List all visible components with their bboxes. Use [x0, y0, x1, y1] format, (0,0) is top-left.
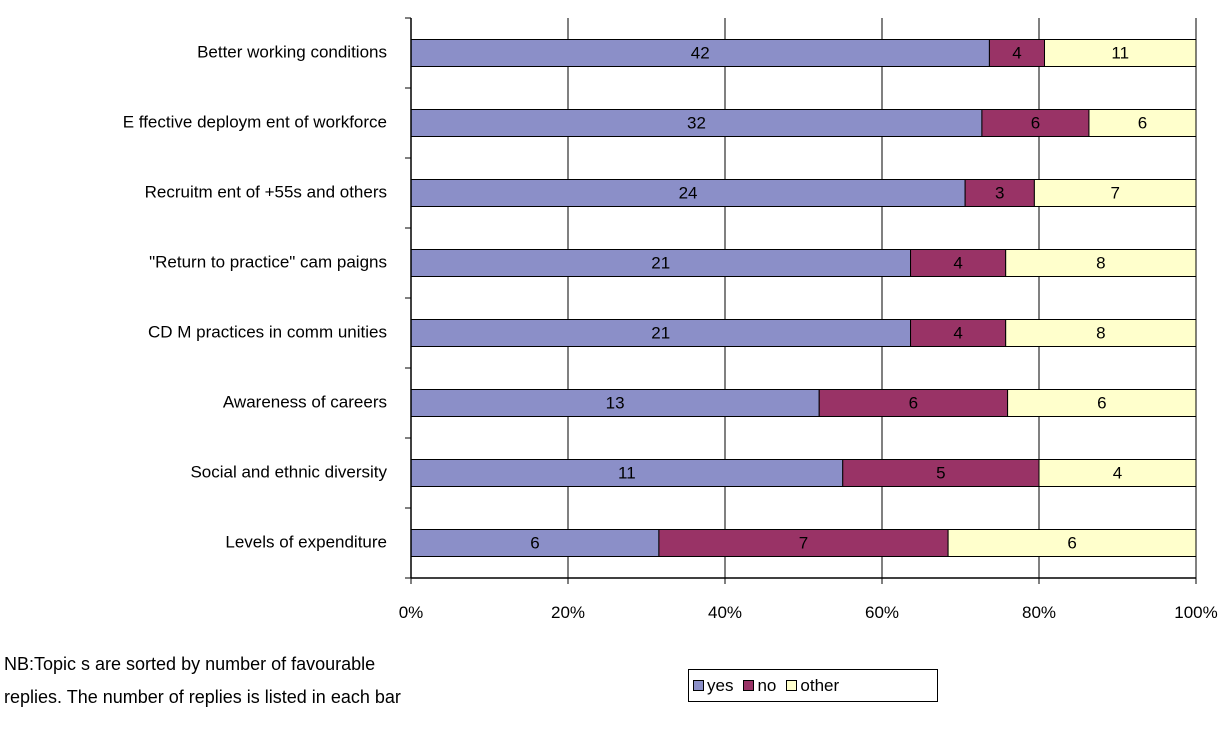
category-label: Awareness of careers — [223, 392, 387, 411]
bar-value-label: 8 — [1096, 253, 1105, 272]
bar-segment-yes — [410, 179, 966, 207]
legend-item-other: other — [786, 676, 839, 696]
bar-segment-no — [910, 249, 1007, 277]
bar-value-label: 42 — [691, 43, 710, 62]
bar-segment-no — [658, 529, 949, 557]
legend-swatch-other — [786, 680, 798, 691]
bar-segment-yes — [410, 389, 820, 417]
legend-item-no: no — [743, 676, 776, 696]
bar-segment-no — [981, 109, 1090, 137]
bar-value-label: 4 — [953, 253, 962, 272]
category-label: Social and ethnic diversity — [190, 462, 387, 481]
bar-segment-yes — [410, 529, 660, 557]
legend-swatch-yes — [693, 680, 704, 691]
bar-value-label: 7 — [799, 533, 808, 552]
bar-value-label: 11 — [618, 463, 636, 482]
bar-value-label: 4 — [1113, 463, 1122, 482]
bar-value-label: 13 — [606, 393, 625, 412]
bar-segment-other — [1044, 39, 1197, 67]
bar-value-label: 6 — [1031, 113, 1040, 132]
category-label: Levels of expenditure — [225, 532, 387, 551]
bar-value-label: 6 — [530, 533, 539, 552]
bar-value-label: 11 — [1111, 43, 1129, 62]
bar-value-label: 21 — [651, 323, 670, 342]
bar-value-label: 6 — [909, 393, 918, 412]
bar-segment-no — [818, 389, 1009, 417]
bar-segment-no — [988, 39, 1046, 67]
bar-value-label: 6 — [1097, 393, 1106, 412]
category-label: "Return to practice" cam paigns — [149, 252, 387, 271]
bar-segment-yes — [410, 319, 912, 347]
category-label: Better working conditions — [197, 42, 387, 61]
bar-segment-other — [1088, 109, 1197, 137]
bar-value-label: 24 — [679, 183, 698, 202]
bar-segment-yes — [410, 109, 983, 137]
bar-segment-other — [1038, 459, 1197, 487]
bar-value-label: 6 — [1067, 533, 1076, 552]
bar-segment-no — [842, 459, 1040, 487]
bar-segment-other — [1033, 179, 1197, 207]
bar-value-label: 6 — [1138, 113, 1147, 132]
bar-value-label: 3 — [995, 183, 1004, 202]
bar-value-label: 7 — [1110, 183, 1119, 202]
category-label: Recruitm ent of +55s and others — [145, 182, 387, 201]
legend-label-other: other — [800, 675, 840, 695]
bar-value-label: 32 — [687, 113, 706, 132]
legend-label-yes: yes — [707, 675, 734, 695]
category-label: E ffective deploym ent of workforce — [123, 112, 387, 131]
bar-segment-other — [1005, 249, 1197, 277]
bar-segment-no — [910, 319, 1007, 347]
chart-legend: yes no other — [688, 669, 938, 702]
legend-swatch-no — [743, 680, 755, 691]
bar-segment-yes — [410, 249, 912, 277]
legend-label-no: no — [757, 675, 777, 695]
x-tick-label: 60% — [865, 603, 899, 622]
x-tick-label: 80% — [1022, 603, 1056, 622]
x-tick-label: 100% — [1174, 603, 1217, 622]
x-tick-label: 40% — [708, 603, 742, 622]
bar-segment-yes — [410, 459, 844, 487]
x-tick-label: 20% — [551, 603, 585, 622]
chart-note: NB:Topic s are sorted by number of favou… — [4, 654, 401, 707]
bar-value-label: 8 — [1096, 323, 1105, 342]
bar-value-label: 4 — [953, 323, 962, 342]
bar-value-label: 21 — [651, 253, 670, 272]
bar-segment-other — [947, 529, 1197, 557]
bar-segment-other — [1007, 389, 1197, 417]
bar-segment-yes — [410, 39, 990, 67]
bar-value-label: 4 — [1012, 43, 1021, 62]
category-label: CD M practices in comm unities — [148, 322, 387, 341]
x-tick-label: 0% — [399, 603, 424, 622]
legend-item-yes: yes — [693, 676, 733, 696]
bar-value-label: 5 — [936, 463, 945, 482]
bar-segment-other — [1005, 319, 1197, 347]
